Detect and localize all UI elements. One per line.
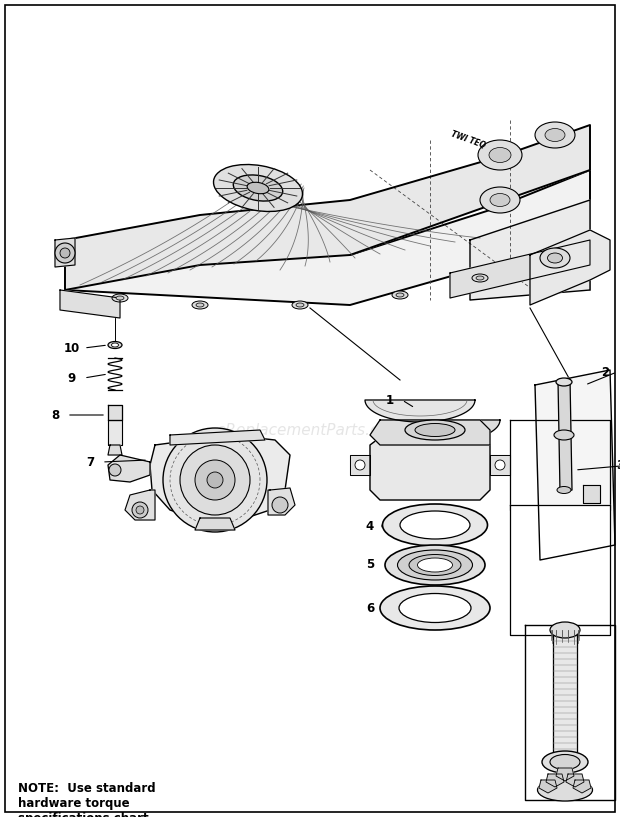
- Circle shape: [495, 460, 505, 470]
- Circle shape: [55, 243, 75, 263]
- Ellipse shape: [292, 301, 308, 309]
- Polygon shape: [170, 430, 265, 445]
- Ellipse shape: [476, 276, 484, 280]
- Ellipse shape: [490, 194, 510, 207]
- Polygon shape: [65, 170, 590, 305]
- Polygon shape: [268, 488, 295, 515]
- Ellipse shape: [542, 751, 588, 773]
- Ellipse shape: [415, 423, 455, 436]
- Polygon shape: [450, 240, 590, 298]
- Circle shape: [132, 502, 148, 518]
- Circle shape: [272, 497, 288, 513]
- Ellipse shape: [108, 342, 122, 349]
- Polygon shape: [108, 405, 122, 420]
- Circle shape: [136, 506, 144, 514]
- Ellipse shape: [112, 343, 118, 347]
- Ellipse shape: [399, 593, 471, 623]
- Ellipse shape: [112, 294, 128, 302]
- Ellipse shape: [540, 248, 570, 268]
- Polygon shape: [573, 780, 591, 793]
- Ellipse shape: [213, 164, 303, 212]
- Ellipse shape: [417, 558, 453, 572]
- Text: 3: 3: [616, 458, 620, 471]
- Polygon shape: [55, 238, 75, 267]
- Ellipse shape: [392, 291, 408, 299]
- Ellipse shape: [116, 296, 124, 300]
- Polygon shape: [525, 625, 615, 800]
- Ellipse shape: [400, 511, 470, 539]
- Polygon shape: [539, 780, 557, 793]
- Ellipse shape: [385, 545, 485, 585]
- Polygon shape: [535, 370, 615, 560]
- Polygon shape: [558, 378, 572, 492]
- Polygon shape: [390, 420, 500, 442]
- Polygon shape: [556, 768, 574, 781]
- Polygon shape: [583, 485, 600, 503]
- Polygon shape: [530, 230, 610, 305]
- Polygon shape: [490, 455, 510, 475]
- Ellipse shape: [397, 550, 472, 580]
- Text: NOTE:  Use standard
hardware torque
specifications chart
unless otherwise noted.: NOTE: Use standard hardware torque speci…: [18, 782, 177, 817]
- Text: 6: 6: [366, 601, 374, 614]
- Polygon shape: [108, 420, 122, 445]
- Text: 4: 4: [366, 520, 374, 534]
- Ellipse shape: [405, 420, 465, 440]
- Ellipse shape: [489, 148, 511, 163]
- Polygon shape: [108, 455, 150, 482]
- Ellipse shape: [472, 274, 488, 282]
- Text: 1: 1: [386, 394, 394, 407]
- Text: 10: 10: [64, 342, 80, 355]
- Polygon shape: [470, 200, 590, 300]
- Ellipse shape: [480, 187, 520, 213]
- Ellipse shape: [380, 586, 490, 630]
- Text: 5: 5: [366, 559, 374, 572]
- Ellipse shape: [478, 140, 522, 170]
- Ellipse shape: [556, 378, 572, 386]
- Text: TWI TEQ: TWI TEQ: [450, 129, 487, 150]
- Circle shape: [195, 460, 235, 500]
- Circle shape: [60, 248, 70, 258]
- Ellipse shape: [545, 128, 565, 141]
- Polygon shape: [370, 420, 490, 445]
- Ellipse shape: [409, 555, 461, 575]
- Text: 9: 9: [68, 372, 76, 385]
- Ellipse shape: [196, 303, 204, 307]
- Ellipse shape: [396, 293, 404, 297]
- Polygon shape: [553, 630, 577, 760]
- Text: 7: 7: [86, 456, 94, 468]
- Polygon shape: [125, 490, 155, 520]
- Circle shape: [109, 464, 121, 476]
- Ellipse shape: [233, 175, 283, 201]
- Polygon shape: [108, 445, 122, 455]
- Ellipse shape: [538, 779, 593, 801]
- Circle shape: [355, 460, 365, 470]
- Polygon shape: [546, 774, 564, 787]
- Circle shape: [207, 472, 223, 488]
- Polygon shape: [566, 774, 584, 787]
- Circle shape: [180, 445, 250, 515]
- Polygon shape: [65, 125, 590, 290]
- Polygon shape: [510, 505, 610, 635]
- Ellipse shape: [557, 486, 571, 493]
- Polygon shape: [370, 430, 490, 500]
- Polygon shape: [195, 518, 235, 530]
- Text: eReplacementParts.com: eReplacementParts.com: [216, 422, 404, 437]
- Polygon shape: [350, 455, 370, 475]
- Polygon shape: [510, 420, 610, 510]
- Polygon shape: [150, 435, 290, 520]
- Ellipse shape: [554, 430, 574, 440]
- Ellipse shape: [383, 504, 487, 546]
- Ellipse shape: [550, 622, 580, 638]
- Ellipse shape: [247, 182, 269, 194]
- Ellipse shape: [535, 122, 575, 148]
- Polygon shape: [365, 400, 475, 422]
- Ellipse shape: [550, 755, 580, 770]
- Text: 8: 8: [51, 408, 59, 422]
- Polygon shape: [60, 290, 120, 318]
- Ellipse shape: [296, 303, 304, 307]
- Ellipse shape: [192, 301, 208, 309]
- Text: 2: 2: [601, 365, 609, 378]
- Circle shape: [163, 428, 267, 532]
- Ellipse shape: [547, 253, 562, 263]
